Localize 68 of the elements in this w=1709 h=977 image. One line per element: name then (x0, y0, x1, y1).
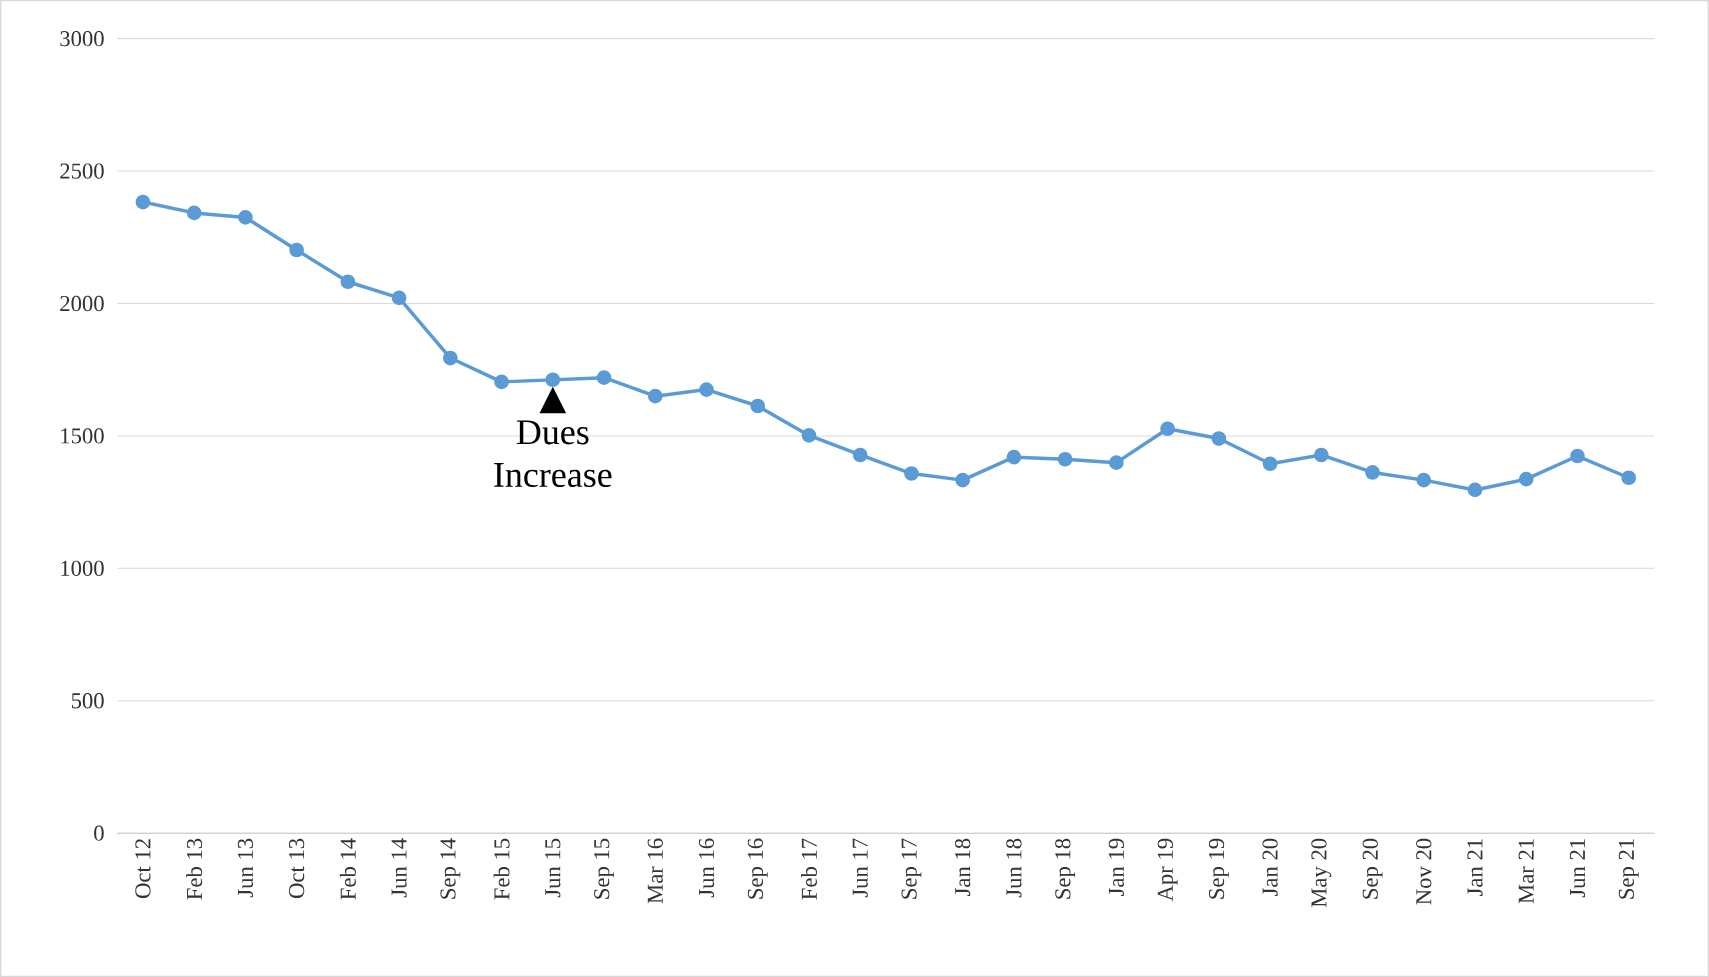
x-tick-label: Sep 14 (440, 838, 461, 899)
x-tick-label: Sep 18 (1055, 838, 1076, 899)
y-tick-label: 2000 (60, 295, 104, 312)
point (238, 210, 253, 225)
point (1467, 482, 1483, 498)
point (391, 290, 407, 306)
x-tick-label: Sep 19 (1208, 838, 1229, 899)
point (1160, 421, 1175, 437)
y-tick-label: 500 (71, 693, 104, 709)
point (1109, 455, 1124, 470)
y-tick-label: 1500 (61, 428, 104, 444)
x-tick-label: Jan 21 (1467, 839, 1483, 896)
point (186, 205, 202, 221)
x-tick-label: Jun 14 (391, 838, 407, 898)
x-tick-label: Feb 14 (339, 838, 356, 900)
y-tick-label: 0 (94, 825, 104, 841)
x-tick-label: Jan 20 (1262, 838, 1278, 896)
x-tick-label: Oct 13 (289, 838, 305, 898)
point (545, 372, 561, 388)
x-tick-label: Jun 18 (1006, 838, 1022, 898)
point (135, 194, 151, 210)
point (904, 466, 919, 481)
x-tick-label: Nov 20 (1416, 838, 1432, 905)
x-tick-label: Mar 16 (647, 838, 663, 904)
point (1006, 449, 1022, 465)
x-tick-label: Jun 21 (1569, 839, 1586, 898)
point (1313, 447, 1329, 463)
x-tick-label: Sep 16 (747, 838, 768, 899)
point (1416, 472, 1432, 488)
point (596, 370, 612, 385)
point (289, 242, 304, 258)
x-tick-label: Jan 19 (1108, 838, 1124, 896)
x-tick-label: Feb 13 (186, 838, 203, 900)
x-tick-label: Feb 15 (493, 838, 510, 900)
point (955, 472, 971, 488)
y-tick-label: 3000 (60, 30, 104, 47)
x-tick-label: Jun 13 (237, 838, 254, 898)
x-tick-label: Jun 17 (852, 838, 868, 898)
point (1570, 448, 1585, 464)
point (1365, 465, 1380, 480)
x-tick-label: Oct 12 (135, 839, 151, 898)
point (1518, 471, 1534, 487)
x-tick-label: Sep 15 (594, 838, 614, 899)
point (750, 398, 766, 414)
point (442, 350, 458, 366)
x-tick-label: Sep 21 (1618, 839, 1639, 899)
point (852, 447, 868, 463)
point (340, 274, 356, 290)
point (647, 388, 663, 404)
y-tick-label: 2500 (60, 163, 104, 179)
point (1211, 431, 1227, 446)
y-tick-label: 1000 (61, 560, 104, 576)
point (1621, 470, 1637, 486)
x-tick-label: Sep 20 (1362, 838, 1383, 899)
x-tick-label: Feb 17 (801, 838, 817, 900)
x-tick-label: Sep 17 (901, 838, 922, 899)
x-tick-label: Apr 19 (1157, 838, 1178, 902)
point (801, 427, 817, 443)
x-tick-label: May 20 (1311, 838, 1332, 908)
point (1057, 451, 1073, 467)
x-tick-label: Jun 15 (545, 838, 561, 898)
point (494, 374, 509, 390)
point (699, 382, 714, 397)
point (1262, 456, 1278, 471)
annotation: Dues Increase (494, 420, 612, 487)
x-tick-label: Jun 16 (698, 838, 715, 898)
x-tick-label: Jan 18 (955, 838, 971, 896)
x-tick-label: Mar 21 (1518, 839, 1534, 904)
